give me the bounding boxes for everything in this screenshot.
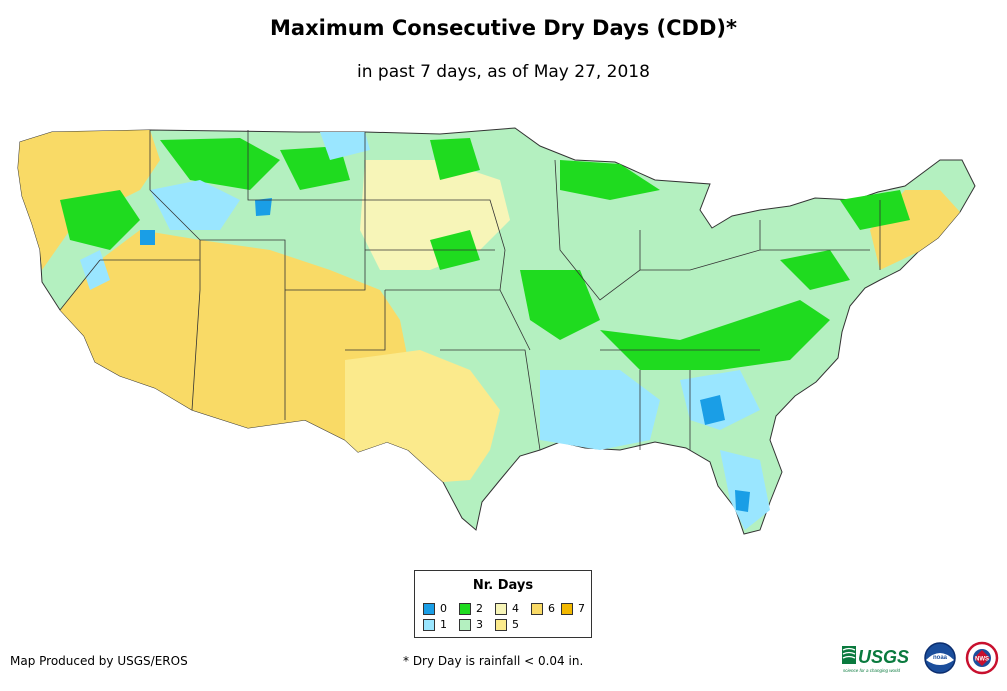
usgs-tagline: science for a changing world: [843, 668, 901, 673]
us-outline: [17, 127, 976, 535]
map-title: Maximum Consecutive Dry Days (CDD)*: [270, 16, 737, 40]
nws-text: NWS: [975, 657, 989, 663]
nws-logo: NWS: [965, 641, 999, 675]
dry-day-note: * Dry Day is rainfall < 0.04 in.: [403, 654, 584, 668]
legend-swatch-3: [459, 619, 471, 631]
legend: Nr. Days 0 1 2 3 4 5 6 7: [414, 570, 592, 638]
legend-label-7: 7: [578, 602, 585, 615]
legend-label-4: 4: [512, 602, 519, 615]
legend-swatch-7: [561, 603, 573, 615]
usgs-text: USGS: [858, 647, 909, 667]
legend-label-3: 3: [476, 618, 483, 631]
cdd-map: [17, 127, 976, 535]
state-borders: [59, 130, 881, 451]
legend-label-1: 1: [440, 618, 447, 631]
legend-swatch-0: [423, 603, 435, 615]
noaa-logo: noaa: [924, 642, 956, 674]
legend-label-6: 6: [548, 602, 555, 615]
legend-swatch-5: [495, 619, 507, 631]
legend-title: Nr. Days: [472, 578, 534, 593]
agency-logos: USGS science for a changing world noaa N…: [842, 641, 999, 675]
map-subtitle: in past 7 days, as of May 27, 2018: [357, 62, 650, 82]
legend-label-5: 5: [512, 618, 519, 631]
legend-label-0: 0: [440, 602, 447, 615]
dry-texas: [345, 350, 500, 482]
map-credit: Map Produced by USGS/EROS: [10, 654, 188, 668]
legend-label-2: 2: [476, 602, 483, 615]
legend-swatch-1: [423, 619, 435, 631]
wet-patches-0: [140, 198, 750, 512]
legend-swatch-2: [459, 603, 471, 615]
legend-swatch-6: [531, 603, 543, 615]
legend-swatch-4: [495, 603, 507, 615]
noaa-text: noaa: [933, 655, 948, 661]
usgs-logo: USGS science for a changing world: [842, 646, 909, 673]
